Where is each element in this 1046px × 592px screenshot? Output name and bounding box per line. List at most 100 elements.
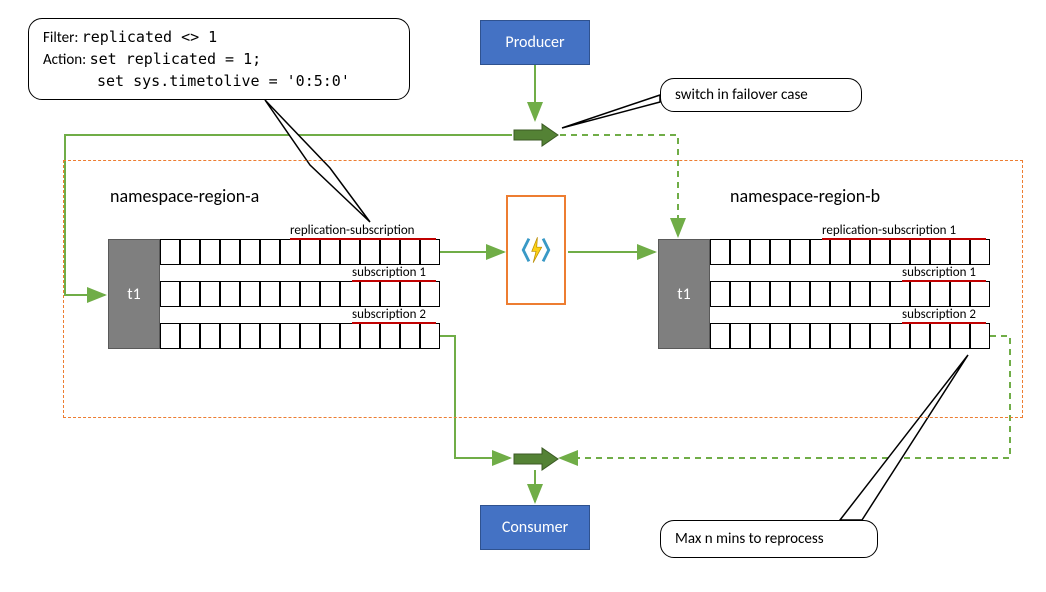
queue-cell [320,239,340,265]
queue-cell [910,281,930,307]
filter-callout: Filter: replicated <> 1 Action: set repl… [28,18,410,100]
queue-cell [770,281,790,307]
queue-cell [950,281,970,307]
queue-cell [380,281,400,307]
queue-cell [260,323,280,349]
queue-cell [970,239,990,265]
failover-callout-tail [562,95,660,128]
failover-text: switch in failover case [675,85,808,106]
queue-cell [850,323,870,349]
queue-cell [850,281,870,307]
queue-a-label-2: subscription 2 [352,307,426,322]
queue-a-underline-0 [290,238,436,240]
queue-cell [240,323,260,349]
queue-cell [870,281,890,307]
producer-box: Producer [480,20,590,65]
queue-b-label-2: subscription 2 [902,307,976,322]
queue-cell [200,239,220,265]
queue-cell [830,281,850,307]
queue-cell [160,239,180,265]
queue-cell [870,239,890,265]
queue-cell [240,281,260,307]
queue-cell [340,281,360,307]
queue-cell [380,323,400,349]
queue-cell [340,323,360,349]
queue-cell [730,281,750,307]
queue-cell [360,323,380,349]
queue-b-label-0: replication-subscription 1 [822,223,956,238]
reprocess-callout: Max n mins to reprocess [660,520,878,558]
queue-cell [710,323,730,349]
queue-cell [400,323,420,349]
consumer-label: Consumer [502,518,568,537]
queue-cell [220,323,240,349]
queue-cell [280,323,300,349]
queue-cell [200,281,220,307]
queue-cell [220,281,240,307]
queue-cell [830,323,850,349]
queue-cell [280,239,300,265]
queue-a-row-2 [160,323,440,349]
topic-a: t1 [108,239,160,349]
queue-a-label-1: subscription 1 [352,265,426,280]
queue-cell [730,323,750,349]
queue-cell [380,239,400,265]
queue-cell [260,281,280,307]
queue-cell [810,323,830,349]
queue-cell [400,239,420,265]
queue-cell [420,281,440,307]
queue-cell [790,281,810,307]
queue-cell [320,281,340,307]
queue-cell [790,323,810,349]
queue-b-underline-1 [902,280,986,282]
namespace-b-label: namespace-region-b [730,185,880,207]
queue-cell [710,281,730,307]
queue-cell [710,239,730,265]
queue-cell [240,239,260,265]
queue-b-row-1 [710,281,990,307]
queue-cell [890,281,910,307]
azure-function-box [506,195,566,305]
queue-cell [770,239,790,265]
queue-cell [360,281,380,307]
queue-cell [180,323,200,349]
queue-cell [890,323,910,349]
queue-cell [950,239,970,265]
action-code-2: set sys.timetolive = '0:5:0' [97,72,350,90]
function-icon [519,233,553,267]
queue-b-row-0 [710,239,990,265]
queue-cell [850,239,870,265]
queue-cell [930,239,950,265]
queue-cell [970,281,990,307]
topic-a-label: t1 [127,285,140,304]
queue-cell [180,281,200,307]
queue-cell [300,281,320,307]
queue-cell [930,323,950,349]
queue-cell [180,239,200,265]
queue-cell [300,323,320,349]
queue-b-underline-2 [902,322,986,324]
filter-label: Filter: [43,29,82,47]
queue-cell [870,323,890,349]
queue-cell [810,281,830,307]
queue-cell [420,323,440,349]
queue-a-label-0: replication-subscription [290,223,415,238]
queue-cell [260,239,280,265]
block-arrow-top [512,122,560,148]
queue-cell [890,239,910,265]
queue-cell [770,323,790,349]
queue-a-row-1 [160,281,440,307]
queue-cell [160,281,180,307]
block-arrow-bottom [512,446,560,472]
queue-cell [360,239,380,265]
consumer-box: Consumer [480,505,590,550]
producer-label: Producer [505,33,564,52]
topic-b: t1 [658,239,710,349]
queue-cell [160,323,180,349]
queue-b-label-1: subscription 1 [902,265,976,280]
queue-a-row-0 [160,239,440,265]
queue-cell [930,281,950,307]
queue-a-underline-2 [352,322,436,324]
queue-cell [750,281,770,307]
reprocess-text: Max n mins to reprocess [675,529,824,550]
